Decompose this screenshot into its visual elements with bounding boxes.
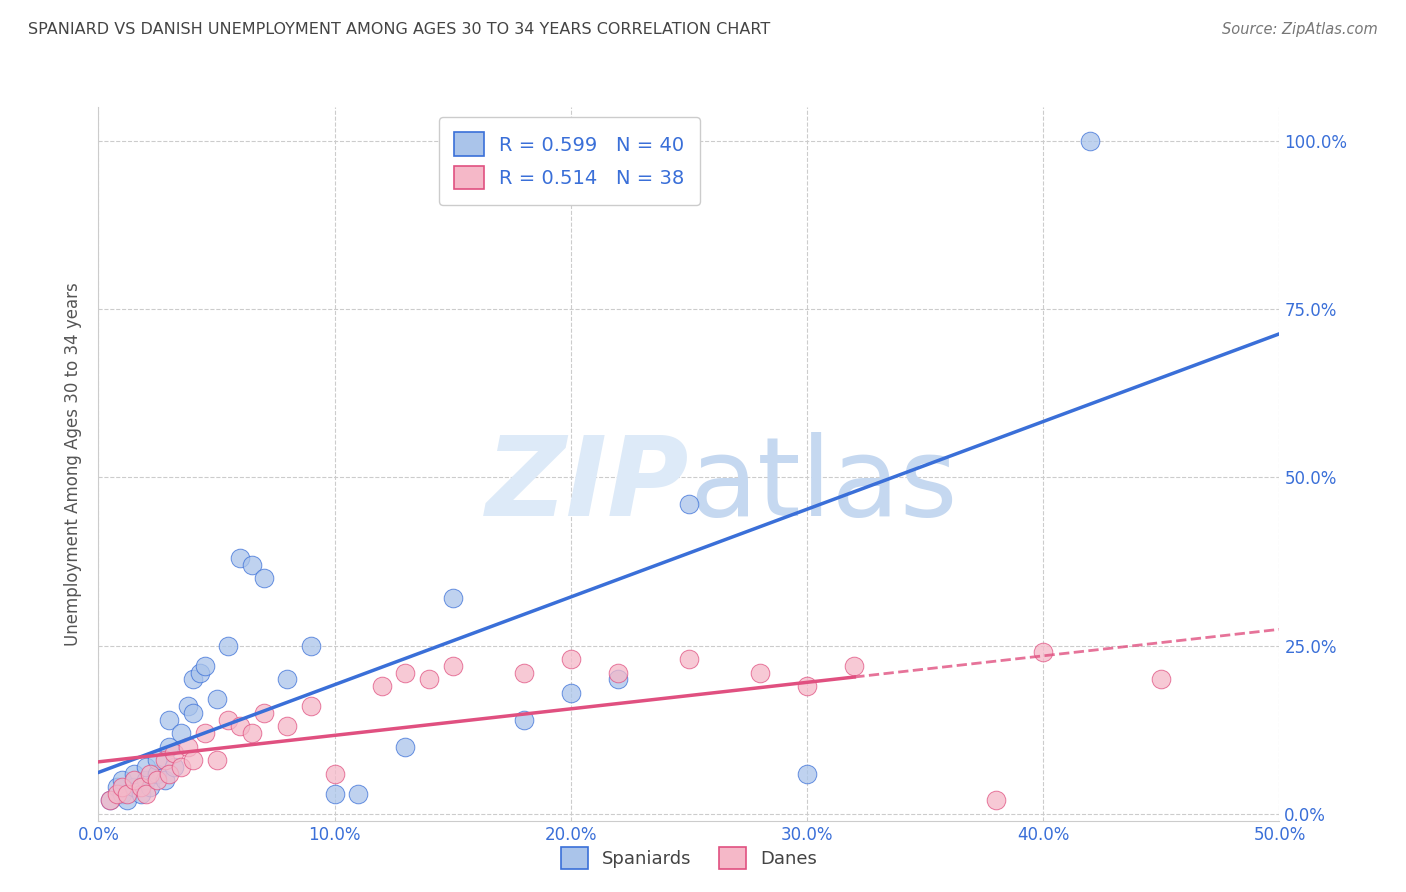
Point — [129, 780, 152, 794]
Point — [153, 773, 176, 788]
Point — [170, 726, 193, 740]
Point — [122, 780, 145, 794]
Point — [105, 780, 128, 794]
Text: SPANIARD VS DANISH UNEMPLOYMENT AMONG AGES 30 TO 34 YEARS CORRELATION CHART: SPANIARD VS DANISH UNEMPLOYMENT AMONG AG… — [28, 22, 770, 37]
Point — [135, 760, 157, 774]
Point — [217, 713, 239, 727]
Point — [512, 665, 534, 680]
Point — [253, 571, 276, 585]
Point — [194, 658, 217, 673]
Point — [240, 558, 263, 572]
Point — [194, 726, 217, 740]
Point — [205, 753, 228, 767]
Point — [229, 551, 252, 566]
Point — [139, 766, 162, 780]
Point — [796, 766, 818, 780]
Point — [122, 773, 145, 788]
Point — [229, 719, 252, 733]
Point — [560, 686, 582, 700]
Point — [796, 679, 818, 693]
Point — [347, 787, 370, 801]
Point — [188, 665, 211, 680]
Point — [844, 658, 866, 673]
Point — [98, 793, 121, 807]
Point — [748, 665, 770, 680]
Point — [678, 652, 700, 666]
Point — [115, 793, 138, 807]
Point — [111, 773, 134, 788]
Point — [111, 787, 134, 801]
Point — [394, 665, 416, 680]
Point — [984, 793, 1007, 807]
Point — [1032, 645, 1054, 659]
Point — [163, 760, 186, 774]
Point — [323, 787, 346, 801]
Point — [217, 639, 239, 653]
Point — [163, 747, 186, 761]
Point — [323, 766, 346, 780]
Point — [418, 673, 440, 687]
Point — [607, 673, 630, 687]
Point — [181, 673, 204, 687]
Point — [394, 739, 416, 754]
Point — [560, 652, 582, 666]
Point — [105, 787, 128, 801]
Point — [299, 639, 322, 653]
Legend: Spaniards, Danes: Spaniards, Danes — [554, 839, 824, 876]
Point — [146, 753, 169, 767]
Point — [607, 665, 630, 680]
Point — [240, 726, 263, 740]
Point — [253, 706, 276, 720]
Point — [371, 679, 394, 693]
Point — [157, 766, 180, 780]
Point — [98, 793, 121, 807]
Y-axis label: Unemployment Among Ages 30 to 34 years: Unemployment Among Ages 30 to 34 years — [65, 282, 83, 646]
Point — [678, 497, 700, 511]
Point — [181, 706, 204, 720]
Point — [146, 773, 169, 788]
Point — [299, 699, 322, 714]
Point — [276, 673, 298, 687]
Point — [153, 753, 176, 767]
Point — [276, 719, 298, 733]
Point — [111, 780, 134, 794]
Point — [135, 787, 157, 801]
Point — [1150, 673, 1173, 687]
Point — [181, 753, 204, 767]
Text: Source: ZipAtlas.com: Source: ZipAtlas.com — [1222, 22, 1378, 37]
Point — [177, 739, 200, 754]
Point — [139, 780, 162, 794]
Point — [1080, 134, 1102, 148]
Point — [157, 739, 180, 754]
Point — [129, 787, 152, 801]
Text: ZIP: ZIP — [485, 432, 689, 539]
Point — [135, 773, 157, 788]
Point — [115, 787, 138, 801]
Point — [170, 760, 193, 774]
Point — [205, 692, 228, 706]
Point — [122, 766, 145, 780]
Point — [177, 699, 200, 714]
Point — [157, 713, 180, 727]
Point — [146, 766, 169, 780]
Text: atlas: atlas — [689, 432, 957, 539]
Point — [512, 713, 534, 727]
Point — [441, 658, 464, 673]
Point — [441, 591, 464, 606]
